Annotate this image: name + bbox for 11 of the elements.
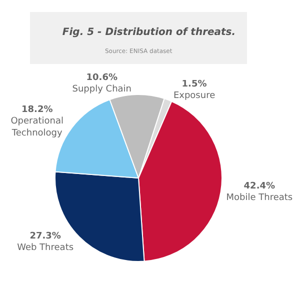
data-label: 42.4% xyxy=(244,182,276,192)
slice-label: Operational Technology xyxy=(10,116,64,138)
data-label: 1.5% xyxy=(182,80,207,90)
slice-label: Supply Chain xyxy=(72,84,132,95)
chart-title: Fig. 5 - Distribution of threats. xyxy=(62,27,236,38)
data-label: 27.3% xyxy=(30,231,61,242)
slice-label: Exposure xyxy=(173,91,216,102)
data-label: 10.6% xyxy=(86,72,118,83)
slice-label: Mobile Threats xyxy=(226,193,293,204)
slice-label: Web Threats xyxy=(17,243,74,254)
data-label: 18.2% xyxy=(22,104,53,115)
